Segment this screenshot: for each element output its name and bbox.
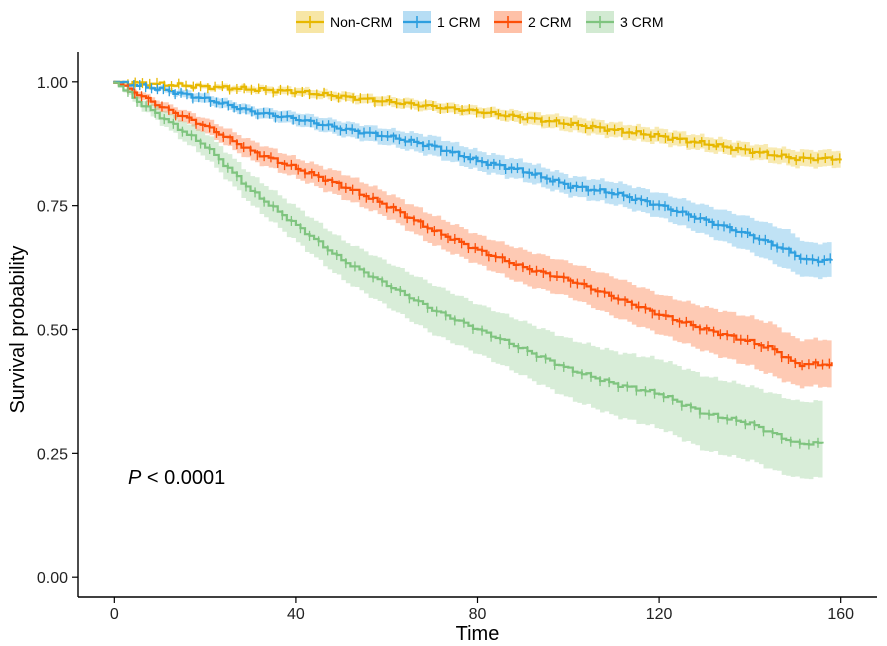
y-tick-label: 0.25 <box>37 446 68 463</box>
legend-label: 1 CRM <box>437 14 481 30</box>
x-tick-label: 80 <box>469 606 487 623</box>
survival-line-non-crm <box>113 80 842 162</box>
legend-item-non-crm: Non-CRM <box>296 11 392 33</box>
survival-line-1-crm <box>113 80 833 263</box>
x-tick-label: 0 <box>110 606 119 623</box>
p-value-annotation: P < 0.0001 <box>128 467 225 489</box>
legend-label: 3 CRM <box>620 14 664 30</box>
legend-item-3-crm: 3 CRM <box>586 11 664 33</box>
p-value-text: < 0.0001 <box>141 467 225 489</box>
x-axis-title: Time <box>456 623 500 645</box>
legend-item-2-crm: 2 CRM <box>494 11 572 33</box>
y-tick-label: 0.50 <box>37 323 68 340</box>
legend-item-1-crm: 1 CRM <box>403 11 481 33</box>
legend-label: Non-CRM <box>330 14 392 30</box>
confidence-band-3-crm <box>114 82 823 480</box>
p-value-italic-p: P <box>128 467 142 489</box>
censor-marks <box>127 77 841 450</box>
axes: 0 40 80 120 160 0.00 0.25 0.50 0.75 1.00 <box>37 52 877 623</box>
x-tick-label: 40 <box>287 606 305 623</box>
y-tick-label: 0.75 <box>37 199 68 216</box>
x-tick-label: 120 <box>646 606 673 623</box>
legend-label: 2 CRM <box>528 14 572 30</box>
x-tick-label: 160 <box>827 606 854 623</box>
legend: Non-CRM 1 CRM 2 CRM 3 CRM <box>296 11 664 33</box>
y-tick-label: 0.00 <box>37 570 68 587</box>
survival-line-3-crm <box>113 80 824 446</box>
y-tick-label: 1.00 <box>37 75 68 92</box>
y-axis-title: Survival probability <box>7 246 29 414</box>
